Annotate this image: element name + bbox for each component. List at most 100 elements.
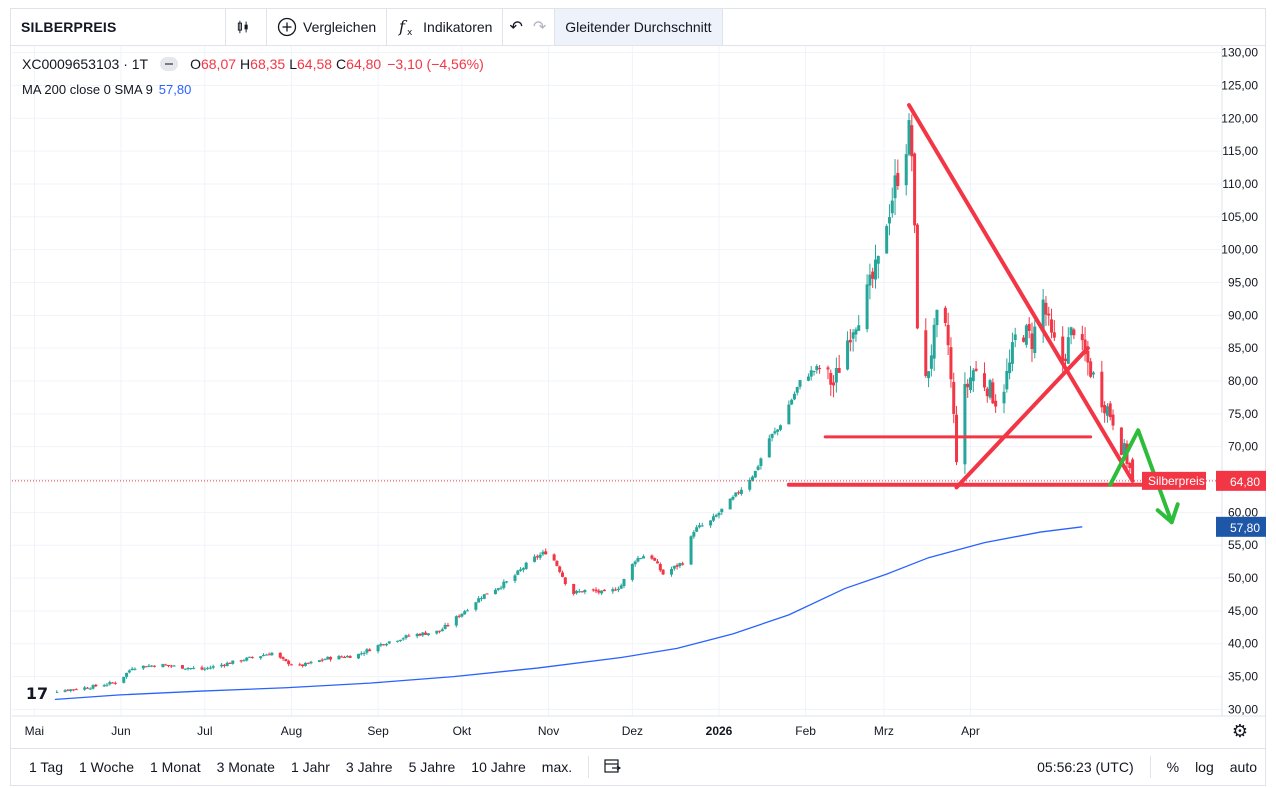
tradingview-logo[interactable]: 𝟭𝟳 bbox=[18, 680, 56, 708]
ma-axis-tag bbox=[1216, 516, 1266, 537]
x-tick-label: Dez bbox=[622, 724, 643, 738]
y-tick-label: 30,00 bbox=[1228, 702, 1258, 716]
candle-body bbox=[376, 645, 380, 652]
time-axis[interactable]: Mai Jun Jul Aug Sep Okt Nov Dez 2026 Feb Mrz Apr ⚙ bbox=[12, 715, 1265, 741]
candle-body bbox=[365, 649, 369, 653]
candle-body bbox=[985, 388, 989, 397]
ma-legend-label: MA 200 close 0 SMA 9 bbox=[22, 82, 153, 97]
candle-body bbox=[105, 684, 109, 686]
candle-body bbox=[806, 376, 810, 381]
y-tick-label: 100,00 bbox=[1221, 243, 1258, 257]
range-1-year[interactable]: 1 Jahr bbox=[290, 759, 330, 775]
low-value: 64,58 bbox=[297, 56, 333, 72]
candle-body bbox=[189, 668, 193, 670]
y-tick-label: 90,00 bbox=[1228, 308, 1258, 322]
candle-body bbox=[1027, 324, 1031, 331]
redo-button[interactable]: ↷ bbox=[529, 9, 556, 45]
percent-toggle[interactable]: % bbox=[1166, 759, 1180, 775]
green-arrow-head bbox=[1155, 502, 1180, 525]
svg-text:f: f bbox=[398, 17, 408, 36]
candle-body bbox=[398, 639, 402, 641]
bottom-toolbar: 1 Tag 1 Woche 1 Monat 3 Monate 1 Jahr 3 … bbox=[11, 748, 1265, 785]
range-3-months[interactable]: 3 Monate bbox=[216, 759, 275, 775]
ma-series bbox=[34, 526, 1083, 702]
settings-gear-icon[interactable]: ⚙ bbox=[1232, 721, 1248, 741]
candle-body bbox=[971, 370, 975, 382]
candle-body bbox=[113, 682, 117, 684]
candle-body bbox=[287, 660, 291, 665]
candle-body bbox=[681, 563, 685, 565]
candle-body bbox=[102, 685, 106, 687]
candle-body bbox=[832, 382, 836, 386]
candle-body bbox=[245, 657, 249, 661]
candle-body bbox=[225, 662, 229, 667]
candle-body bbox=[751, 476, 755, 481]
candle-body bbox=[505, 581, 509, 583]
candle-body bbox=[1033, 326, 1037, 354]
symbol-search[interactable]: SILBERPREIS bbox=[11, 9, 226, 45]
close-label: C bbox=[336, 56, 347, 72]
red-trendline bbox=[907, 103, 1135, 483]
candle-body bbox=[583, 589, 587, 593]
candle-body bbox=[384, 643, 388, 646]
candle-body bbox=[873, 259, 877, 280]
compare-button[interactable]: Vergleichen bbox=[267, 9, 388, 45]
candle-body bbox=[656, 561, 660, 564]
candle-body bbox=[1061, 336, 1065, 361]
range-max[interactable]: max. bbox=[541, 759, 573, 775]
candle-body bbox=[125, 672, 129, 677]
candle-body bbox=[597, 590, 601, 593]
range-1-day[interactable]: 1 Tag bbox=[29, 759, 63, 775]
date-range-button[interactable] bbox=[597, 757, 627, 778]
candle-body bbox=[153, 665, 157, 667]
range-1-month[interactable]: 1 Monat bbox=[150, 759, 201, 775]
candle-body bbox=[122, 676, 126, 683]
y-tick-label: 85,00 bbox=[1228, 341, 1258, 355]
candle-body bbox=[871, 271, 875, 279]
y-tick-label: 70,00 bbox=[1228, 440, 1258, 454]
candle-body bbox=[935, 309, 939, 326]
legend-collapse-icon[interactable] bbox=[160, 57, 179, 71]
auto-toggle[interactable]: auto bbox=[1229, 759, 1257, 775]
undo-button[interactable]: ↶ bbox=[503, 9, 528, 45]
log-toggle[interactable]: log bbox=[1195, 759, 1214, 775]
candle-body bbox=[493, 589, 497, 595]
candle-body bbox=[854, 329, 858, 335]
candle-body bbox=[454, 616, 458, 626]
svg-text:x: x bbox=[407, 28, 413, 37]
candle-body bbox=[323, 659, 327, 661]
candle-body bbox=[907, 120, 911, 155]
candle-body bbox=[208, 667, 212, 669]
price-axis[interactable]: 30,0035,0040,0045,0050,0055,0060,0065,00… bbox=[1221, 46, 1258, 717]
range-10-years[interactable]: 10 Jahre bbox=[471, 759, 526, 775]
candle-body bbox=[714, 515, 718, 517]
candle-body bbox=[834, 368, 838, 383]
chart-type-button[interactable] bbox=[226, 9, 267, 45]
candle-body bbox=[689, 536, 693, 565]
candle-body bbox=[443, 624, 447, 629]
ma-legend[interactable]: MA 200 close 0 SMA 9 57,80 bbox=[22, 82, 191, 97]
candle-body bbox=[161, 664, 165, 668]
last-price-axis-tag bbox=[1216, 470, 1266, 491]
candle-body bbox=[239, 660, 243, 662]
series-name-label: Silberpreis bbox=[1148, 474, 1205, 488]
candle-body bbox=[368, 649, 372, 652]
range-3-years[interactable]: 3 Jahre bbox=[345, 759, 393, 775]
candle-body bbox=[661, 569, 665, 575]
candle-body bbox=[1119, 427, 1123, 455]
y-tick-label: 115,00 bbox=[1222, 144, 1258, 158]
candle-body bbox=[538, 554, 542, 558]
candle-body bbox=[541, 551, 545, 555]
range-5-years[interactable]: 5 Jahre bbox=[408, 759, 456, 775]
moving-average-button[interactable]: Gleitender Durchschnitt bbox=[555, 9, 723, 45]
candle-body bbox=[401, 638, 405, 640]
time-display[interactable]: 05:56:23 (UTC) bbox=[1037, 759, 1134, 775]
chart-frame bbox=[10, 8, 1266, 786]
high-value: 68,35 bbox=[250, 56, 286, 72]
candle-body bbox=[700, 525, 704, 527]
range-1-week[interactable]: 1 Woche bbox=[79, 759, 134, 775]
candle-body bbox=[572, 583, 576, 594]
